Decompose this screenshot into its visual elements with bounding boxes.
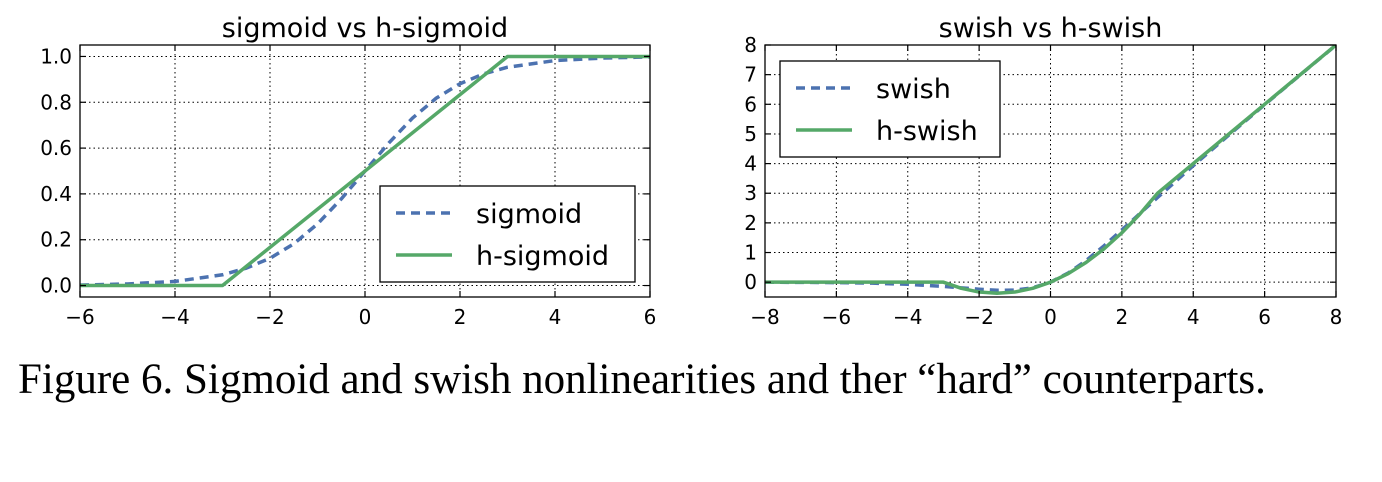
x-tick-label: −8 [750, 305, 779, 329]
legend: sigmoid h-sigmoid [379, 185, 636, 283]
legend-box [779, 60, 1001, 158]
x-tick-label: 8 [1330, 305, 1343, 329]
x-tick-label: −2 [255, 305, 284, 329]
series-line-h-swish [765, 45, 1336, 296]
y-tick-label: 2 [744, 211, 757, 235]
chart-2: swish vs h-swish −8 −6 −4 −2 0 2 4 6 8 0 1 2 3 4 5 6 7 8 sw… [744, 13, 1342, 329]
x-tick-label: 0 [359, 305, 372, 329]
x-tick-label: 2 [454, 305, 467, 329]
legend: swish h-swish [779, 60, 1001, 158]
y-tick-label: 5 [744, 122, 757, 146]
y-tick-label: 0.8 [40, 90, 72, 114]
y-tick-label: 0.4 [40, 182, 72, 206]
x-tick-label: 2 [1116, 305, 1129, 329]
y-tick-label: 0 [744, 270, 757, 294]
y-tick-label: 1 [744, 241, 757, 265]
y-tick-label: 7 [744, 63, 757, 87]
y-tick-label: 0.2 [40, 228, 72, 252]
y-tick-label: 8 [744, 33, 757, 57]
figure-canvas: sigmoid vs h-sigmoid −6 −4 −2 0 2 4 6 0.0 0.2 0.4 0… [40, 13, 1342, 329]
legend-label-h-swish: h-swish [876, 116, 978, 147]
x-tick-label: 4 [549, 305, 562, 329]
x-tick-label: −6 [822, 305, 851, 329]
legend-label-swish: swish [876, 74, 951, 105]
x-tick-label: −6 [65, 305, 94, 329]
y-tick-label: 6 [744, 92, 757, 116]
x-tick-label: −4 [893, 305, 922, 329]
y-tick-label: 3 [744, 181, 757, 205]
legend-box [379, 185, 636, 283]
chart-1: sigmoid vs h-sigmoid −6 −4 −2 0 2 4 6 0.0 0.2 0.4 0… [40, 13, 656, 329]
y-tick-label: 0.6 [40, 136, 72, 160]
figure-caption: Figure 6. Sigmoid and swish nonlineariti… [18, 356, 1266, 403]
y-tick-label: 1.0 [40, 44, 72, 68]
y-tick-label: 4 [744, 152, 757, 176]
x-tick-label: 6 [1258, 305, 1271, 329]
legend-label-sigmoid: sigmoid [476, 199, 582, 230]
legend-label-h-sigmoid: h-sigmoid [476, 241, 609, 272]
x-tick-label: 6 [644, 305, 657, 329]
x-tick-label: −2 [964, 305, 993, 329]
chart-title: swish vs h-swish [939, 13, 1163, 44]
x-tick-label: 4 [1187, 305, 1200, 329]
x-tick-label: −4 [160, 305, 189, 329]
x-tick-label: 0 [1044, 305, 1057, 329]
series-line-h-sigmoid [80, 54, 650, 288]
y-tick-label: 0.0 [40, 274, 72, 298]
chart-title: sigmoid vs h-sigmoid [222, 13, 508, 44]
